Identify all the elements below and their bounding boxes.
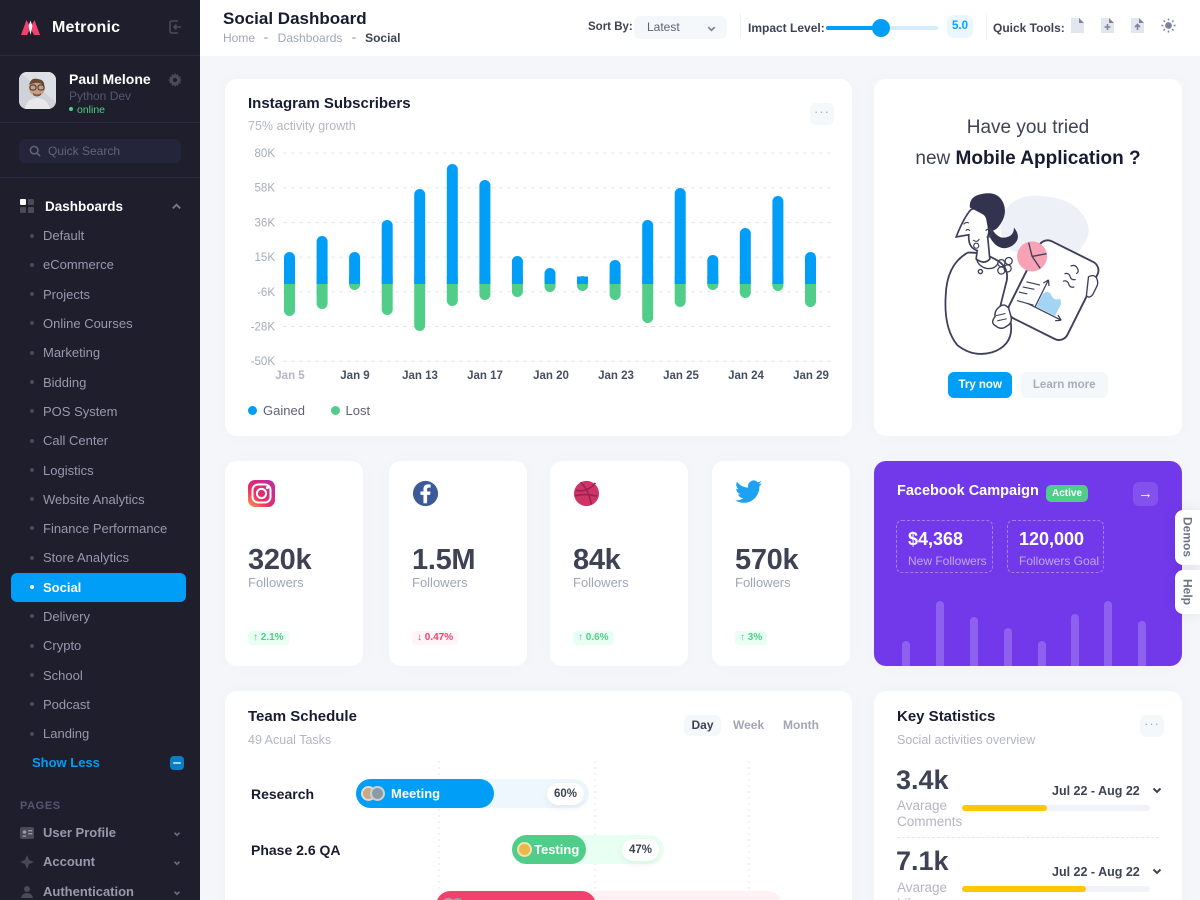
svg-text:80K: 80K [255,148,276,160]
svg-text:Jan 23: Jan 23 [598,370,634,382]
svg-text:-28K: -28K [251,322,276,334]
svg-text:36K: 36K [255,217,276,229]
svg-text:Jan 13: Jan 13 [402,370,438,382]
svg-text:-6K: -6K [257,287,275,299]
svg-text:15K: 15K [255,252,276,264]
svg-text:-50K: -50K [251,356,276,368]
svg-text:Jan 20: Jan 20 [533,370,569,382]
svg-text:Jan 9: Jan 9 [340,370,369,382]
svg-text:Jan 25: Jan 25 [663,370,699,382]
svg-text:Jan 29: Jan 29 [793,370,829,382]
svg-text:Jan 17: Jan 17 [467,370,503,382]
svg-text:Jan 24: Jan 24 [728,370,764,382]
svg-text:Jan 5: Jan 5 [275,370,305,382]
svg-text:58K: 58K [255,183,276,195]
